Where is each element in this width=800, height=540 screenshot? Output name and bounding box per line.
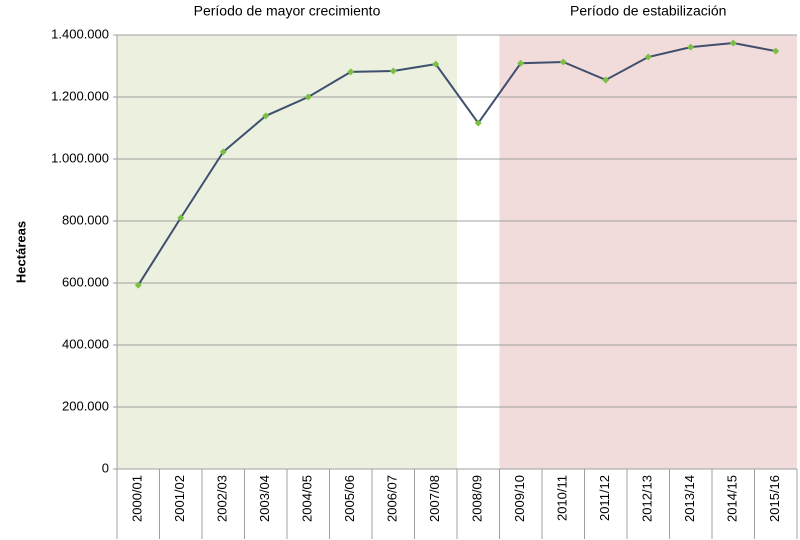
x-tick-label: 2002/03 (215, 475, 230, 522)
y-tick-label: 1.400.000 (51, 26, 109, 41)
x-tick-label: 2014/15 (725, 475, 740, 522)
y-tick-label: 0 (102, 460, 109, 475)
marker (432, 60, 440, 68)
marker (602, 76, 610, 84)
marker (729, 39, 737, 47)
x-tick-label: 2006/07 (385, 475, 400, 522)
region-label: Período de estabilización (570, 3, 726, 19)
marker (517, 59, 525, 67)
x-tick-label: 2007/08 (427, 475, 442, 522)
x-tick-label: 2008/09 (470, 475, 485, 522)
y-tick-label: 800.000 (62, 212, 109, 227)
marker (772, 47, 780, 55)
marker (219, 148, 227, 156)
region (117, 35, 457, 469)
y-axis-title: Hectáreas (13, 221, 28, 283)
y-tick-label: 1.000.000 (51, 150, 109, 165)
marker (389, 67, 397, 75)
x-tick-label: 2000/01 (130, 475, 145, 522)
y-tick-label: 600.000 (62, 274, 109, 289)
marker (687, 43, 695, 51)
marker (304, 93, 312, 101)
marker (134, 281, 142, 289)
x-tick-label: 2011/12 (597, 475, 612, 521)
marker (262, 112, 270, 120)
x-tick-label: 2013/14 (682, 475, 697, 522)
marker (474, 119, 482, 127)
x-tick-label: 2005/06 (342, 475, 357, 522)
y-tick-label: 400.000 (62, 336, 109, 351)
x-tick-label: 2001/02 (172, 475, 187, 522)
marker (559, 58, 567, 66)
x-tick-label: 2010/11 (555, 475, 570, 521)
region (499, 35, 797, 469)
x-tick-label: 2003/04 (257, 475, 272, 522)
marker (177, 214, 185, 222)
x-tick-label: 2012/13 (640, 475, 655, 522)
y-tick-label: 200.000 (62, 398, 109, 413)
x-tick-label: 2015/16 (767, 475, 782, 522)
region-label: Período de mayor crecimiento (194, 3, 381, 19)
line (137, 42, 776, 286)
marker (347, 68, 355, 76)
marker (644, 53, 652, 61)
x-tick-label: 2004/05 (300, 475, 315, 522)
x-tick-label: 2009/10 (512, 475, 527, 522)
y-tick-label: 1.200.000 (51, 88, 109, 103)
